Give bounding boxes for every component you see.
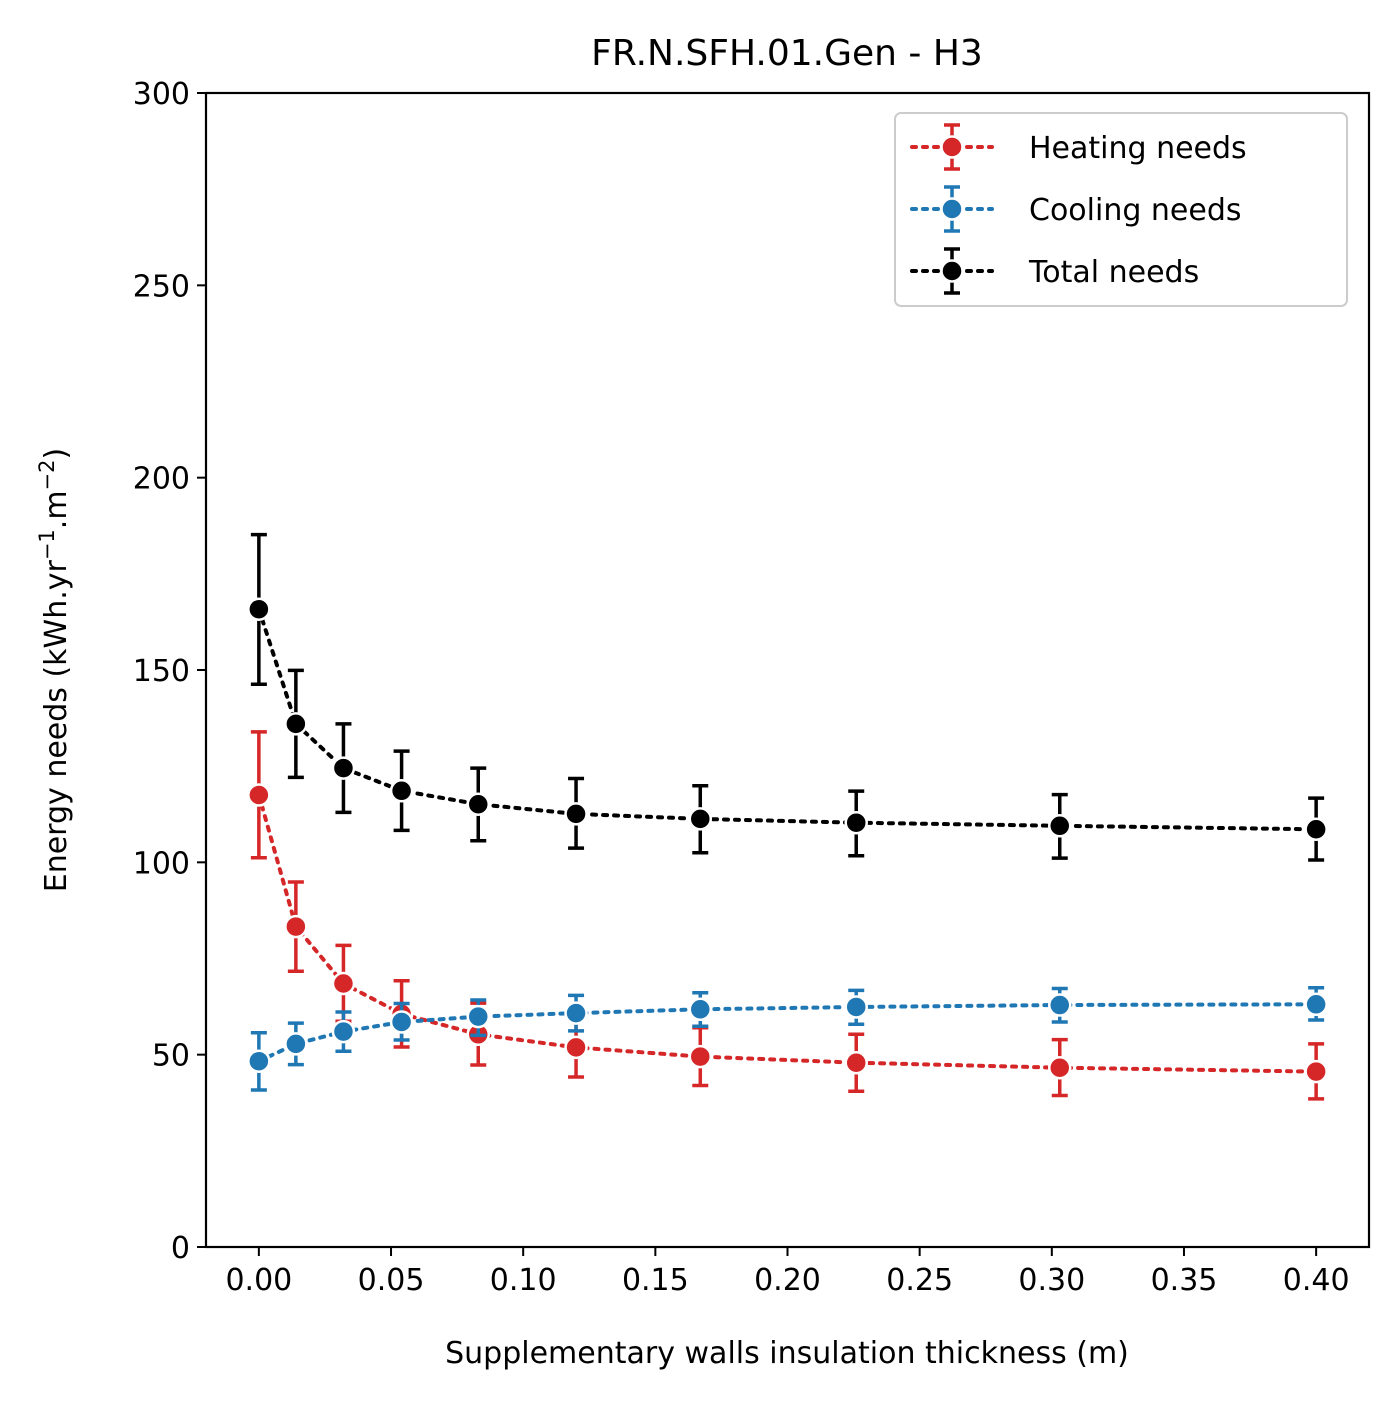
y-tick-label: 150 (133, 654, 190, 689)
heating-needs-point (844, 1050, 868, 1075)
x-tick-label: 0.05 (358, 1263, 425, 1298)
legend-label: Heating needs (1029, 131, 1247, 166)
heating-needs-line (256, 793, 1319, 1074)
total-needs-point (284, 712, 308, 736)
total-needs-point (688, 807, 713, 831)
heating-needs-series (247, 730, 1328, 1101)
cooling-needs-point (844, 995, 868, 1019)
cooling-needs-point (1047, 993, 1072, 1017)
heating-needs-point (331, 971, 356, 996)
y-axis-label-middle: .m (39, 490, 74, 529)
x-tick-label: 0.40 (1283, 1263, 1350, 1298)
legend-marker (940, 135, 964, 159)
heating-needs-point (1304, 1059, 1328, 1084)
cooling-needs-point (564, 1001, 588, 1025)
total-needs-point (1047, 814, 1072, 838)
x-tick-label: 0.35 (1151, 1263, 1218, 1298)
total-needs-point (466, 792, 490, 816)
total-needs-point (1304, 817, 1328, 842)
total-needs-point (247, 597, 271, 621)
x-tick-label: 0.30 (1018, 1263, 1085, 1298)
plot-frame (204, 91, 1371, 1249)
x-tick-label: 0.25 (886, 1263, 953, 1298)
total-needs-point (844, 810, 868, 835)
heating-needs-point (247, 783, 271, 807)
x-axis-label: Supplementary walls insulation thickness… (445, 1336, 1129, 1371)
legend-item-total-needs: Total needs (910, 247, 1199, 295)
cooling-needs-line (256, 1002, 1319, 1064)
cooling-needs-point (284, 1032, 308, 1056)
cooling-needs-point (688, 997, 713, 1022)
heating-needs-point (688, 1044, 713, 1069)
y-tick-label: 200 (133, 462, 190, 497)
cooling-needs-series (247, 985, 1328, 1092)
total-needs-line (256, 607, 1319, 832)
y-tick-label: 50 (152, 1039, 190, 1074)
y-axis-label-sup2: −2 (35, 459, 59, 490)
y-tick-label: 250 (133, 269, 190, 304)
x-tick-label: 0.20 (754, 1263, 821, 1298)
legend-item-heating-needs: Heating needs (910, 123, 1247, 171)
cooling-needs-point (331, 1019, 356, 1044)
y-tick-label: 0 (171, 1231, 190, 1266)
y-axis-label-sup1: −1 (35, 529, 59, 560)
legend-marker (940, 197, 964, 221)
chart-title: FR.N.SFH.01.Gen - H3 (591, 33, 983, 74)
cooling-needs-point (1304, 992, 1328, 1017)
total-needs-point (331, 756, 356, 780)
legend-label: Cooling needs (1029, 193, 1242, 228)
heating-needs-point (284, 914, 308, 939)
cooling-needs-point (389, 1010, 414, 1034)
y-tick-label: 300 (133, 77, 190, 112)
y-axis-label-suffix: ) (39, 448, 74, 460)
heating-needs-point (564, 1035, 588, 1060)
total-needs-point (564, 802, 588, 826)
total-needs-point (389, 779, 414, 803)
legend: Heating needs Cooling needs Total needs (894, 112, 1348, 307)
y-axis-label: Energy needs (kWh.yr−1.m−2) (35, 448, 74, 893)
y-tick-label: 100 (133, 846, 190, 881)
heating-needs-point (1047, 1055, 1072, 1080)
legend-marker (940, 259, 964, 283)
legend-frame (894, 112, 1348, 307)
legend-item-cooling-needs: Cooling needs (910, 185, 1242, 233)
total-needs-series (247, 532, 1328, 862)
cooling-needs-point (466, 1004, 490, 1029)
legend-label: Total needs (1028, 255, 1199, 290)
x-tick-label: 0.15 (622, 1263, 689, 1298)
x-tick-label: 0.00 (225, 1263, 292, 1298)
cooling-needs-point (247, 1049, 271, 1073)
x-tick-label: 0.10 (490, 1263, 557, 1298)
y-axis-label-prefix: Energy needs (kWh.yr (39, 560, 74, 893)
